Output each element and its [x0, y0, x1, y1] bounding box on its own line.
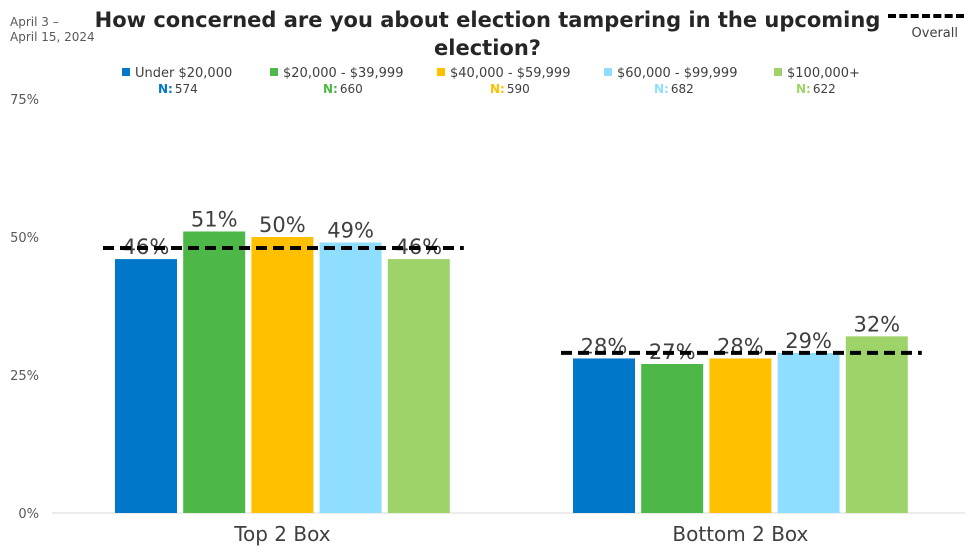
date-range: April 3 – April 15, 2024	[10, 15, 95, 45]
legend-swatch	[774, 68, 782, 76]
x-category-label: Bottom 2 Box	[672, 522, 808, 546]
bar	[777, 352, 840, 513]
bar	[251, 237, 314, 513]
y-tick-label: 25%	[10, 369, 39, 384]
overall-legend: Overall	[888, 8, 964, 44]
y-tick-label: 50%	[10, 231, 39, 246]
legend-n-prefix: N:	[654, 82, 669, 96]
bar	[319, 242, 382, 513]
legend-swatch	[604, 68, 612, 76]
legend-n-value: 622	[812, 82, 836, 96]
overall-legend-line	[888, 14, 964, 18]
legend-item-100k-plus: $100,000+ N: 622	[774, 66, 860, 97]
legend-label: $40,000 - $59,999	[450, 66, 571, 81]
legend-n-prefix: N:	[796, 82, 811, 96]
legend-swatch	[122, 68, 130, 76]
bar	[115, 259, 177, 513]
legend-label: $60,000 - $99,999	[617, 66, 738, 81]
date-line-2: April 15, 2024	[10, 30, 95, 44]
bar	[845, 336, 908, 513]
chart-title: How concerned are you about election tam…	[94, 8, 881, 60]
bar	[387, 259, 450, 513]
bar	[183, 231, 246, 514]
legend-n-value: 574	[174, 82, 198, 96]
legend-label: $20,000 - $39,999	[283, 66, 404, 81]
legend-swatch	[437, 68, 445, 76]
x-category-label: Top 2 Box	[233, 522, 331, 546]
legend-item-60k-100k: $60,000 - $99,999 N: 682	[604, 66, 737, 97]
legend-n-prefix: N:	[158, 82, 173, 96]
legend-swatch	[270, 68, 278, 76]
bar	[709, 358, 772, 513]
legend-item-40k-60k: $40,000 - $59,999 N: 590	[437, 66, 570, 97]
y-tick-label: 0%	[18, 507, 39, 522]
legend-label: $100,000+	[787, 66, 860, 81]
legend-n-value: 682	[670, 82, 694, 96]
y-tick-label: 75%	[10, 93, 39, 108]
data-label: 29%	[785, 329, 832, 353]
legend-label: Under $20,000	[135, 66, 233, 81]
data-label: 49%	[327, 219, 374, 243]
data-label: 50%	[259, 213, 306, 237]
legend: Under $20,000 N: 574 $20,000 - $39,999 N:…	[0, 66, 975, 98]
legend-item-under-20k: Under $20,000 N: 574	[122, 66, 232, 97]
legend-n-value: 660	[339, 82, 363, 96]
legend-n-prefix: N:	[490, 82, 505, 96]
bar	[573, 358, 635, 513]
bar	[641, 363, 704, 513]
overall-legend-label: Overall	[911, 26, 958, 41]
data-label: 32%	[853, 312, 900, 336]
legend-n-value: 590	[506, 82, 530, 96]
date-line-1: April 3 –	[10, 15, 59, 29]
data-label: 51%	[191, 207, 238, 231]
legend-n-prefix: N:	[323, 82, 338, 96]
legend-item-20k-40k: $20,000 - $39,999 N: 660	[270, 66, 403, 97]
